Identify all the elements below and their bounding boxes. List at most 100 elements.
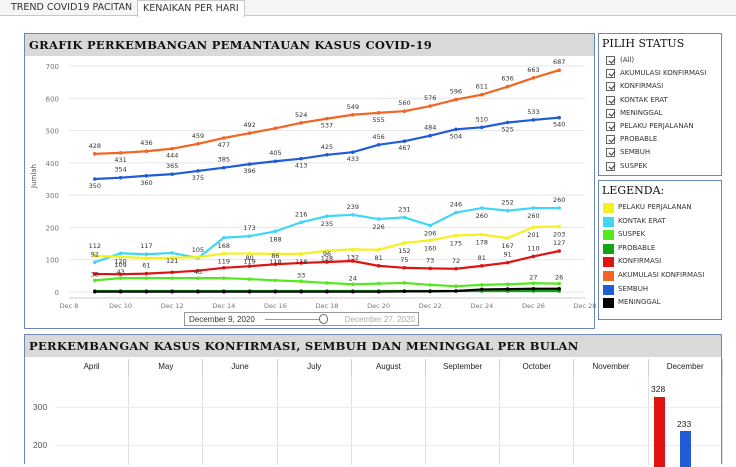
checkbox-checked-icon[interactable] xyxy=(606,121,615,131)
data-label: 175 xyxy=(450,240,462,248)
checkbox-checked-icon[interactable] xyxy=(606,161,615,171)
series-point xyxy=(505,282,510,287)
series-point xyxy=(247,234,252,238)
filter-item[interactable]: AKUMULASI KONFIRMASI xyxy=(599,67,721,80)
series-point xyxy=(299,289,304,294)
series-point xyxy=(480,92,484,97)
series-point xyxy=(325,116,329,121)
filter-item-label: PROBABLE xyxy=(620,135,658,144)
checkbox-checked-icon[interactable] xyxy=(606,95,615,105)
series-point xyxy=(376,281,381,286)
filter-item[interactable]: MENINGGAL xyxy=(599,107,721,120)
checkbox-checked-icon[interactable] xyxy=(606,82,615,92)
checkbox-checked-icon[interactable] xyxy=(606,56,615,65)
data-label: 168 xyxy=(218,242,230,250)
data-label: 524 xyxy=(295,111,307,119)
filter-list: (All) AKUMULASI KONFIRMASI KONFIRMASI KONTA… xyxy=(599,54,721,173)
series-point xyxy=(196,142,200,146)
month-header: May xyxy=(129,359,204,375)
legend-item-label: KONFIRMASI xyxy=(618,257,662,266)
series-point xyxy=(376,111,381,115)
data-label: 119 xyxy=(218,258,230,266)
series-point xyxy=(144,173,149,178)
series-point xyxy=(351,289,355,294)
checkbox-checked-icon[interactable] xyxy=(606,69,615,79)
filter-item[interactable]: PROBABLE xyxy=(599,133,721,146)
y-tick-label: 500 xyxy=(46,128,59,136)
series-line xyxy=(94,69,560,155)
series-point xyxy=(557,68,561,72)
slider-thumb[interactable] xyxy=(319,314,328,324)
data-label: 91 xyxy=(503,251,511,259)
series-point xyxy=(222,235,226,240)
december-sembuh-bar xyxy=(680,431,691,467)
data-label: 239 xyxy=(347,203,359,211)
month-divider xyxy=(350,375,352,465)
x-tick-label: Dec 28 xyxy=(574,302,596,310)
y-tick-label: 700 xyxy=(46,63,59,71)
filter-item-label: (All) xyxy=(620,56,635,64)
filter-item[interactable]: (All) xyxy=(599,54,721,67)
series-point xyxy=(402,215,407,220)
series-point xyxy=(144,256,149,260)
y-tick-label: 600 xyxy=(46,95,59,103)
series-point xyxy=(196,268,200,273)
month-header: November xyxy=(574,359,649,375)
series-point xyxy=(170,276,174,280)
checkbox-checked-icon[interactable] xyxy=(606,108,615,118)
data-label: 80 xyxy=(245,254,253,262)
data-label: 61 xyxy=(142,262,150,270)
data-label: 24 xyxy=(349,274,357,282)
series-point xyxy=(325,214,329,218)
tab-trend-covid19[interactable]: TREND COVID19 PACITAN xyxy=(11,2,133,13)
series-point xyxy=(93,289,97,294)
x-tick-label: Dec 12 xyxy=(161,302,184,310)
checkbox-checked-icon[interactable] xyxy=(606,148,615,158)
series-point xyxy=(144,276,149,280)
series-point xyxy=(299,252,304,256)
data-label: 231 xyxy=(398,205,410,213)
data-label: 560 xyxy=(398,99,410,107)
filter-item[interactable]: PELAKU PERJALANAN xyxy=(599,120,721,133)
data-label: 117 xyxy=(140,242,152,250)
series-point xyxy=(93,278,97,283)
filter-item[interactable]: KONTAK ERAT xyxy=(599,94,721,107)
status-filter-panel: PILIH STATUS (All) AKUMULASI KONFIRMASI KO… xyxy=(598,33,722,176)
legend-panel: LEGENDA: PELAKU PERJALANAN KONTAK ERAT SUS… xyxy=(598,180,722,320)
tab-kenaikan-per-hari[interactable]: KENAIKAN PER HARI xyxy=(137,0,245,17)
data-label: 510 xyxy=(476,115,488,123)
slider-to-date: December 27, 2020 xyxy=(344,315,415,324)
series-point xyxy=(170,251,174,255)
y-tick-label: 0 xyxy=(55,289,59,297)
legend-swatch xyxy=(603,257,614,268)
legend-item: SEMBUH xyxy=(599,283,721,297)
date-range-slider[interactable]: December 9, 2020 December 27, 2020 xyxy=(184,312,419,326)
series-point xyxy=(351,150,355,155)
filter-item[interactable]: SUSPEK xyxy=(599,160,721,173)
data-label: 43 xyxy=(194,268,202,276)
series-point xyxy=(531,206,536,210)
y-tick-label: 400 xyxy=(46,160,59,168)
series-point xyxy=(454,284,458,288)
data-label: 431 xyxy=(114,156,126,164)
month-divider xyxy=(276,375,278,465)
data-label: 533 xyxy=(527,108,539,116)
filter-title: PILIH STATUS xyxy=(602,37,685,50)
filter-item[interactable]: SEMBUH xyxy=(599,146,721,159)
data-label: 160 xyxy=(424,244,436,252)
data-label: 152 xyxy=(398,247,410,255)
filter-item[interactable]: KONFIRMASI xyxy=(599,80,721,93)
series-point xyxy=(299,220,304,225)
monthly-ytick-300: 300 xyxy=(33,402,48,412)
series-point xyxy=(196,255,200,259)
checkbox-checked-icon[interactable] xyxy=(606,135,615,145)
series-point xyxy=(325,248,329,253)
filter-item-label: AKUMULASI KONFIRMASI xyxy=(620,69,707,78)
data-label: 687 xyxy=(553,58,565,66)
legend-item-label: AKUMULASI KONFIRMASI xyxy=(618,270,705,279)
slider-track[interactable] xyxy=(265,319,321,320)
december-konfirmasi-label: 328 xyxy=(651,384,666,394)
data-label: 456 xyxy=(372,133,384,141)
data-label: 260 xyxy=(527,212,539,220)
data-label: 43 xyxy=(116,268,124,276)
